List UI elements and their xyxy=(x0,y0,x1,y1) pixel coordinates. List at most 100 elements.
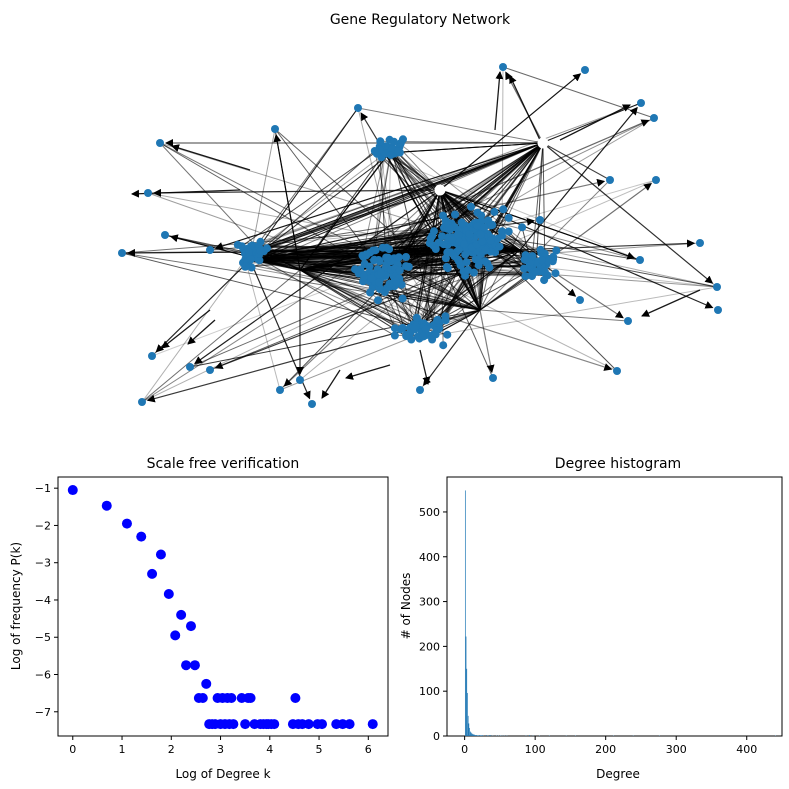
network-node xyxy=(445,224,454,233)
network-node xyxy=(371,246,380,255)
scatter-ytick-label: −3 xyxy=(35,557,51,570)
network-node xyxy=(441,316,450,325)
hist-xtick-label: 400 xyxy=(736,743,757,756)
hist-bar xyxy=(474,735,476,736)
network-node xyxy=(438,232,446,241)
hist-bar xyxy=(490,735,492,736)
hist-ytick-label: 200 xyxy=(419,640,440,653)
network-node xyxy=(476,230,485,239)
network-edge-arrow xyxy=(169,234,301,271)
network-edge-arrow xyxy=(321,369,341,399)
network-node xyxy=(469,268,478,277)
network-node xyxy=(606,176,614,184)
network-node xyxy=(241,262,250,271)
hist-xtick-label: 300 xyxy=(666,743,687,756)
network-node xyxy=(536,216,544,224)
network-node xyxy=(382,243,391,252)
hist-bar xyxy=(486,735,487,736)
network-edge xyxy=(249,128,276,261)
network-node xyxy=(498,231,506,240)
network-node xyxy=(353,266,362,275)
network-node xyxy=(637,99,645,107)
network-edge-arrow xyxy=(155,259,251,353)
scatter-point xyxy=(344,719,355,730)
network-edge xyxy=(250,142,544,247)
network-node xyxy=(540,276,549,285)
network-node xyxy=(402,332,411,341)
network-edge xyxy=(254,102,642,248)
network-node xyxy=(490,207,499,216)
network-node xyxy=(465,230,474,238)
network-edge-arrow xyxy=(494,71,504,131)
scatter-point xyxy=(176,609,187,620)
network-node xyxy=(245,248,253,257)
hist-bar xyxy=(477,735,479,736)
scatter-point xyxy=(269,719,280,730)
network-edge-arrow xyxy=(283,142,544,387)
network-node xyxy=(478,237,487,246)
scatter-xtick-label: 2 xyxy=(168,743,175,756)
network-node xyxy=(138,398,146,406)
network-edge xyxy=(274,128,375,261)
network-node xyxy=(446,248,455,257)
hist-bar xyxy=(475,735,477,736)
network-edge xyxy=(141,287,380,403)
network-node xyxy=(499,205,508,214)
network-node xyxy=(367,274,376,283)
network-edge xyxy=(436,244,478,321)
network-edge xyxy=(490,179,657,253)
network-node xyxy=(389,137,398,146)
network-node xyxy=(395,266,404,275)
scatter-point xyxy=(155,549,166,560)
network-node xyxy=(485,263,494,272)
network-node xyxy=(713,283,721,291)
network-edge xyxy=(376,153,641,261)
hist-bar xyxy=(529,735,530,736)
network-edge xyxy=(241,149,380,247)
network-node xyxy=(186,363,194,371)
network-edge xyxy=(391,149,437,335)
network-edge-arrow xyxy=(273,133,301,271)
scatter-point xyxy=(147,568,158,579)
network-node xyxy=(461,250,470,259)
network-node xyxy=(206,246,214,254)
network-edge xyxy=(209,259,479,371)
network-edge xyxy=(477,142,544,213)
network-node xyxy=(256,237,265,246)
network-node xyxy=(504,213,513,222)
network-node xyxy=(390,331,399,340)
network-edge-arrow xyxy=(419,349,431,385)
network-node xyxy=(613,367,621,375)
network-node xyxy=(504,227,513,236)
network-node xyxy=(531,267,540,276)
network-edge xyxy=(542,142,611,181)
hist-axes-frame xyxy=(446,476,783,737)
network-node xyxy=(233,240,242,249)
hist-xtick-label: 0 xyxy=(461,743,468,756)
scatter-xtick-label: 4 xyxy=(266,743,273,756)
network-node xyxy=(376,137,385,146)
scatter-point xyxy=(189,660,200,671)
network-edge xyxy=(249,259,365,278)
network-node xyxy=(696,239,704,247)
scatter-point xyxy=(201,678,212,689)
network-node xyxy=(418,332,427,341)
network-edge-arrow xyxy=(479,309,495,374)
network-edge xyxy=(405,224,446,267)
network-edge-arrow xyxy=(171,144,251,171)
network-node xyxy=(443,330,452,339)
network-node xyxy=(296,376,304,384)
scatter-point xyxy=(185,621,196,632)
hist-ytick-label: 300 xyxy=(419,596,440,609)
network-node xyxy=(520,255,529,264)
scatter-xtick-label: 6 xyxy=(365,743,372,756)
network-edge xyxy=(488,219,641,261)
hist-xlabel: Degree xyxy=(596,767,640,781)
network-node xyxy=(431,245,440,253)
scatter-ytick-label: −7 xyxy=(35,706,51,719)
network-edge xyxy=(189,277,400,368)
hist-xtick-label: 100 xyxy=(525,743,546,756)
network-node xyxy=(421,325,430,334)
scatter-point xyxy=(317,719,327,730)
network-node xyxy=(354,104,362,112)
